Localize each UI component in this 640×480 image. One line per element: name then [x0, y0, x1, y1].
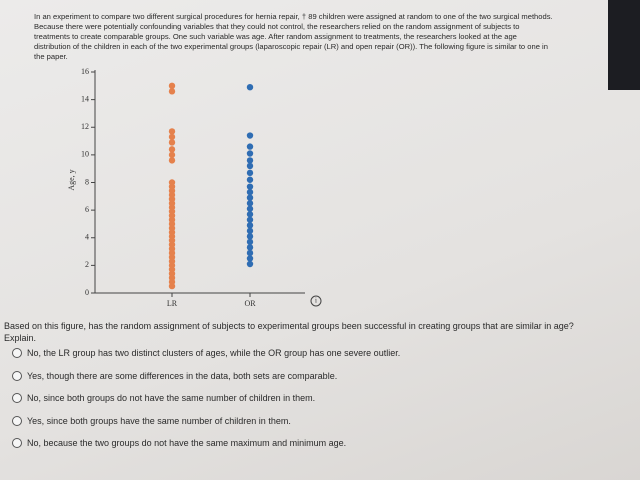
y-axis-label: Age, y [67, 169, 76, 190]
data-point [168, 128, 176, 135]
x-tick-label: LR [167, 299, 178, 308]
data-point [246, 150, 254, 157]
data-point [246, 132, 254, 139]
data-point [246, 200, 254, 207]
data-point [246, 205, 254, 212]
y-tick-label: 2 [85, 260, 89, 269]
data-point [246, 238, 254, 246]
y-tick-label: 6 [85, 205, 89, 214]
info-icon[interactable] [310, 295, 322, 307]
option-text[interactable]: No, the LR group has two distinct cluste… [27, 348, 401, 358]
data-point [168, 133, 176, 141]
data-point [246, 183, 254, 190]
chart: Age, y i 0 2 4 6 8 10 12 14 16 LR OR [67, 67, 322, 308]
data-point [168, 82, 176, 90]
data-point [168, 179, 176, 186]
data-point [246, 211, 254, 218]
data-point [246, 255, 254, 262]
data-point [246, 216, 254, 223]
y-tick-label: 12 [81, 122, 89, 131]
info-icon-glyph[interactable]: i [315, 297, 317, 305]
data-point [246, 162, 254, 170]
radio-button[interactable] [12, 348, 22, 358]
option[interactable]: Yes, since both groups have the same num… [12, 416, 291, 426]
intro-text: In an experiment to compare two differen… [34, 12, 553, 61]
data-point [246, 227, 254, 235]
data-point [246, 244, 254, 251]
option[interactable]: No, the LR group has two distinct cluste… [12, 348, 400, 358]
option[interactable]: No, because the two groups do not have t… [12, 438, 346, 448]
data-point [246, 188, 254, 196]
data-point [168, 88, 176, 95]
data-point [168, 151, 176, 159]
data-point [168, 139, 176, 146]
option[interactable]: No, since both groups do not have the sa… [12, 393, 315, 403]
y-tick-label: 8 [85, 177, 89, 186]
x-tick-label: OR [244, 299, 256, 308]
y-tick-label: 10 [81, 150, 89, 159]
radio-button[interactable] [12, 393, 22, 403]
data-point [246, 83, 254, 91]
radio-button[interactable] [12, 438, 22, 448]
option-text[interactable]: Yes, since both groups have the same num… [27, 416, 291, 426]
option-text[interactable]: Yes, though there are some differences i… [27, 371, 338, 381]
radio-button[interactable] [12, 416, 22, 426]
y-tick-label: 0 [85, 288, 89, 297]
data-point [246, 169, 254, 177]
option-text[interactable]: No, since both groups do not have the sa… [27, 393, 316, 403]
question: Based on this figure, has the random ass… [4, 321, 574, 343]
y-tick-label: 14 [81, 94, 89, 103]
y-tick-label: 16 [81, 67, 89, 76]
data-point [168, 157, 176, 164]
data-point [246, 260, 254, 268]
data-point [168, 146, 176, 153]
data-point [246, 176, 254, 183]
option-text[interactable]: No, because the two groups do not have t… [27, 438, 347, 448]
radio-button[interactable] [12, 371, 22, 381]
data-point [246, 194, 254, 201]
data-point [246, 222, 254, 229]
y-tick-label: 4 [85, 233, 89, 242]
data-point [246, 157, 254, 164]
screen-edge [608, 0, 640, 90]
data-point [246, 233, 254, 240]
data-point [246, 143, 254, 150]
option[interactable]: Yes, though there are some differences i… [12, 371, 337, 381]
data-point [246, 249, 254, 257]
